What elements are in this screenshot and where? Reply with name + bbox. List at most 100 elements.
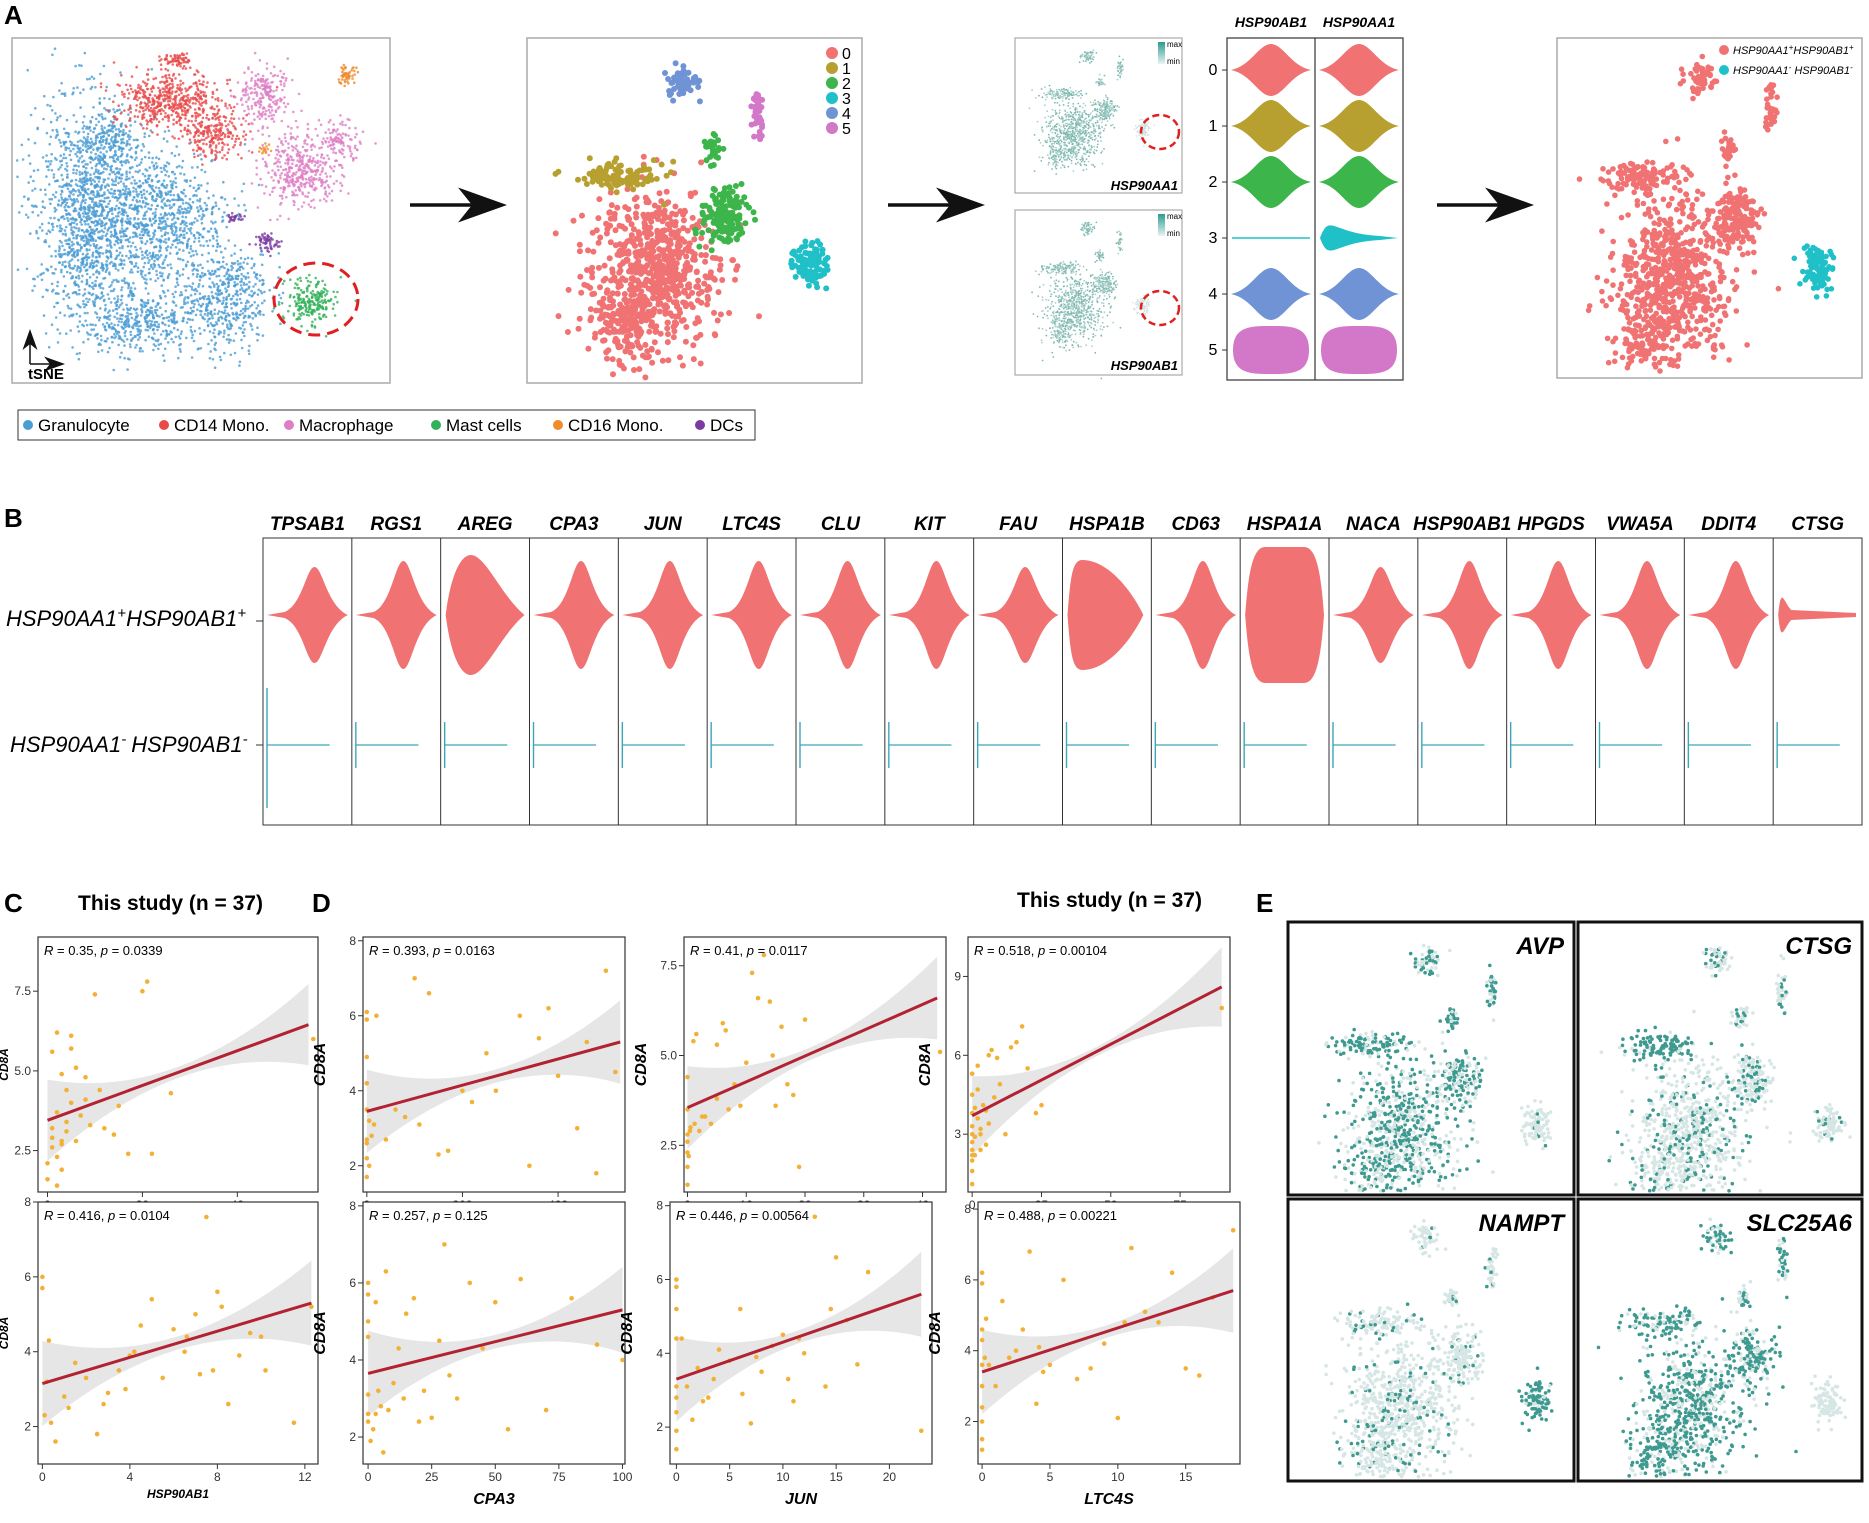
gene-column-label: TPSAB1 (270, 514, 345, 535)
y-tick-label: 2 (964, 1415, 971, 1429)
scatter-point (536, 1036, 542, 1041)
scatter-point (770, 1053, 775, 1058)
violin-shape (1231, 44, 1311, 96)
scatter-point (445, 1148, 451, 1154)
scatter-point (714, 1042, 720, 1047)
scatter-point (386, 1407, 391, 1413)
scatter-point (381, 1450, 386, 1455)
scatter-point (197, 1371, 203, 1377)
scatter-point (480, 1346, 485, 1351)
celltype-legend-dot (553, 420, 563, 430)
scatter-point (979, 1405, 985, 1410)
scatter-D2: 0102030402.55.07.5R = 0.41, p = 0.0117RG… (633, 936, 947, 1236)
scatter-point (594, 1171, 599, 1176)
scatter-point (426, 991, 432, 996)
scatter-point (1013, 1348, 1019, 1353)
scatter-point (812, 1214, 818, 1220)
correlation-annotation: R = 0.488, p = 0.00221 (984, 1208, 1117, 1223)
scatter-C1: 020402.55.07.5R = 0.35, p = 0.0339HSP90A… (0, 936, 319, 1229)
feature-map-nampt: NAMPT (1286, 1197, 1576, 1483)
tsne-final-points (1576, 53, 1837, 374)
scatter-point (454, 1396, 460, 1401)
scatter-point (518, 1276, 523, 1282)
scatter-point (505, 1427, 511, 1432)
regression-line (981, 1289, 1234, 1374)
celltype-legend: Granulocyte CD14 Mono. Macrophage Mast cell… (23, 416, 743, 435)
scatter-point (54, 1030, 60, 1035)
scatter-point (365, 1319, 371, 1324)
final-legend-dot-1 (1719, 45, 1729, 55)
cluster-legend-label: 5 (842, 121, 851, 138)
regression-line (971, 985, 1223, 1118)
scatter-point (697, 1128, 702, 1134)
y-axis-label: CD8A (917, 1043, 934, 1087)
scatter-point (73, 1138, 79, 1144)
scatter-point (1183, 1366, 1188, 1371)
celltype-legend-label: CD14 Mono. (174, 416, 269, 435)
x-tick-label: 50 (489, 1470, 503, 1484)
correlation-annotation: R = 0.518, p = 0.00104 (974, 943, 1107, 958)
gene-violin-positive (800, 561, 881, 669)
regression-line (41, 1301, 312, 1385)
scatter-panels: 020402.55.07.5R = 0.35, p = 0.0339HSP90A… (0, 934, 1241, 1508)
violin-shape (1319, 44, 1399, 96)
scatter-point (92, 992, 98, 997)
scatter-point (1230, 1228, 1236, 1233)
x-tick-label: 0 (979, 1470, 986, 1484)
scatter-point (779, 1024, 784, 1030)
gene-violin-positive (1155, 561, 1237, 669)
gene-violin-positive (533, 561, 615, 669)
scatter-point (969, 1152, 975, 1158)
scatter-point (972, 1105, 978, 1111)
scatter-point (116, 1103, 121, 1109)
gene-column-label: CLU (821, 514, 861, 535)
y-axis-label: CD8A (312, 1311, 329, 1355)
scatter-point (45, 1177, 50, 1182)
celltype-legend-label: DCs (710, 416, 743, 435)
scatter-point (111, 1132, 117, 1137)
scatter-point (754, 1354, 759, 1360)
gene-violin-positive (1778, 597, 1856, 633)
scatter-point (1036, 1344, 1042, 1350)
scatter-point (72, 1360, 78, 1366)
scatter-point (685, 1074, 690, 1080)
colorscale-bar-2 (1158, 214, 1165, 236)
scatter-D3: 0255075369R = 0.518, p = 0.00104AREGCD8A (917, 936, 1231, 1236)
scatter-point (376, 1388, 381, 1394)
scatter-point (73, 1065, 79, 1070)
scatter-point (149, 1151, 155, 1157)
y-tick-label: 8 (349, 1199, 356, 1213)
scatter-point (684, 1384, 690, 1389)
scatter-point (365, 1292, 371, 1297)
correlation-annotation: R = 0.416, p = 0.0104 (44, 1208, 170, 1223)
y-tick-label: 8 (964, 1202, 971, 1216)
y-tick-label: 2 (349, 1430, 356, 1444)
celltype-legend-dot (284, 420, 294, 430)
scatter-point (366, 1118, 372, 1124)
gene-violin-columns: TPSAB1 RGS1 AREG CPA3 JUN LTC4S CLU KIT FAU HSPA1… (266, 514, 1856, 825)
celltype-legend-dot (695, 420, 705, 430)
scatter-point (437, 1338, 442, 1343)
scatter-point (87, 1122, 93, 1128)
scatter-point (383, 1269, 389, 1274)
violin-shape (1231, 100, 1311, 152)
scatter-point (226, 1401, 231, 1407)
scatter-point (594, 1342, 600, 1347)
gene-column-label: HSPA1A (1247, 514, 1323, 535)
cluster-legend-dot (826, 47, 838, 59)
scatter-point (978, 1131, 983, 1137)
y-tick-label: 2 (24, 1420, 31, 1434)
violin-shape (1233, 326, 1309, 374)
feature-map-gene-2: HSP90AB1 (1111, 358, 1178, 373)
scatter-point (969, 1092, 975, 1097)
panel-e-label: E (1256, 888, 1273, 918)
scatter-point (997, 1081, 1003, 1087)
scatter-point (493, 1299, 498, 1305)
scatter-point (685, 1164, 690, 1170)
gene-column-label: CD63 (1171, 514, 1220, 535)
violin-cluster-label: 5 (1209, 342, 1218, 359)
scatter-point (674, 1446, 679, 1452)
scatter-point (66, 1405, 71, 1411)
celltype-legend-dot (431, 420, 441, 430)
scatter-point (78, 1113, 83, 1118)
